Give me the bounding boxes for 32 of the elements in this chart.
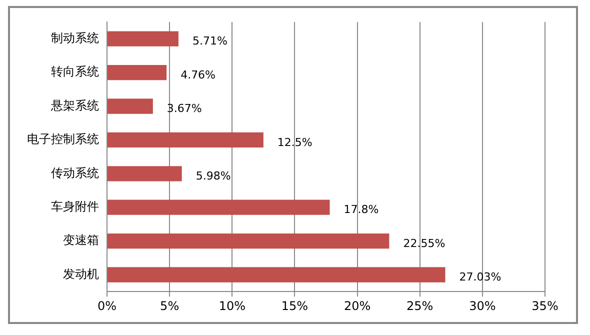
x-tick-label: 20% bbox=[344, 298, 371, 313]
data-label: 27.03% bbox=[459, 270, 502, 284]
y-tick-label: 电子控制系统 bbox=[27, 132, 99, 146]
y-tick-label: 悬架系统 bbox=[50, 98, 99, 112]
y-tick-label: 车身附件 bbox=[51, 199, 99, 214]
bar bbox=[108, 64, 167, 80]
y-tick-label: 制动系统 bbox=[51, 30, 99, 45]
x-tick-label: 30% bbox=[469, 298, 496, 313]
data-label: 22.55% bbox=[403, 236, 446, 250]
x-tick-label: 15% bbox=[281, 298, 308, 313]
bar bbox=[108, 132, 264, 148]
x-tick-label: 25% bbox=[406, 298, 434, 313]
y-tick-label: 转向系统 bbox=[51, 64, 99, 79]
bar bbox=[108, 31, 178, 46]
x-tick-label: 5% bbox=[160, 298, 180, 313]
data-label: 17.8% bbox=[344, 203, 379, 216]
data-label: 4.76% bbox=[180, 68, 216, 82]
y-tick-label: 传动系统 bbox=[51, 166, 99, 180]
bar bbox=[108, 267, 446, 282]
bar bbox=[108, 200, 330, 215]
y-tick-label: 发动机 bbox=[63, 266, 99, 281]
bar bbox=[108, 98, 153, 114]
bar bbox=[108, 166, 182, 182]
x-tick-label: 35% bbox=[532, 298, 558, 313]
data-label: 5.71% bbox=[192, 34, 228, 48]
data-label: 5.98% bbox=[196, 170, 231, 183]
y-tick-label: 变速箱 bbox=[63, 233, 99, 248]
data-label: 3.67% bbox=[166, 102, 202, 116]
data-label: 12.5% bbox=[277, 136, 312, 149]
x-tick-label: 0% bbox=[97, 298, 117, 313]
bar bbox=[108, 233, 390, 249]
x-tick-label: 10% bbox=[218, 298, 246, 313]
